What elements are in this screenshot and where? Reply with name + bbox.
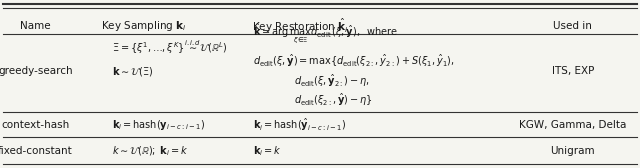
Text: ITS, EXP: ITS, EXP — [552, 66, 594, 76]
Text: $\mathbf{k}_i = \mathrm{hash}(\mathbf{y}_{i-c:i-1})$: $\mathbf{k}_i = \mathrm{hash}(\mathbf{y}… — [112, 118, 205, 132]
Text: fixed-constant: fixed-constant — [0, 146, 72, 156]
Text: $\mathbf{k}_i = \mathrm{hash}(\hat{\mathbf{y}}_{i-c:i-1})$: $\mathbf{k}_i = \mathrm{hash}(\hat{\math… — [253, 117, 346, 133]
Text: $d_\mathrm{edit}(\xi, \hat{\mathbf{y}}_{2:}) - \eta,$: $d_\mathrm{edit}(\xi, \hat{\mathbf{y}}_{… — [294, 73, 371, 89]
Text: KGW, Gamma, Delta: KGW, Gamma, Delta — [519, 120, 627, 130]
Text: context-hash: context-hash — [1, 120, 69, 130]
Text: $\mathbf{k} \sim \mathcal{U}(\Xi)$: $\mathbf{k} \sim \mathcal{U}(\Xi)$ — [112, 65, 154, 78]
Text: $\hat{\mathbf{k}} = \arg\max_{\xi \in \Xi} d_\mathrm{edit}(\xi, \hat{\mathbf{y}}: $\hat{\mathbf{k}} = \arg\max_{\xi \in \X… — [253, 22, 398, 46]
Text: $\mathbf{k}_i = k$: $\mathbf{k}_i = k$ — [253, 144, 282, 158]
Text: Unigram: Unigram — [550, 146, 595, 156]
Text: Used in: Used in — [554, 21, 592, 31]
Text: $d_\mathrm{edit}(\xi_{2:}, \hat{\mathbf{y}}) - \eta\}$: $d_\mathrm{edit}(\xi_{2:}, \hat{\mathbf{… — [294, 92, 373, 108]
Text: greedy-search: greedy-search — [0, 66, 72, 76]
Text: Key Sampling $\mathbf{k}_i$: Key Sampling $\mathbf{k}_i$ — [101, 19, 187, 33]
Text: $k \sim \mathcal{U}(\mathbb{R});\; \mathbf{k}_i = k$: $k \sim \mathcal{U}(\mathbb{R});\; \math… — [112, 144, 188, 158]
Text: $\Xi = \{\xi^1, \ldots, \xi^K\} \overset{i.i.d}{\sim} \mathcal{U}(\mathbb{R}^L)$: $\Xi = \{\xi^1, \ldots, \xi^K\} \overset… — [112, 38, 227, 56]
Text: Name: Name — [20, 21, 51, 31]
Text: Key Restoration $\hat{\mathbf{k}}_i$: Key Restoration $\hat{\mathbf{k}}_i$ — [252, 17, 349, 35]
Text: $d_\mathrm{edit}(\xi, \hat{\mathbf{y}}) = \max\{d_\mathrm{edit}(\xi_{2:}, \hat{y: $d_\mathrm{edit}(\xi, \hat{\mathbf{y}}) … — [253, 52, 454, 69]
